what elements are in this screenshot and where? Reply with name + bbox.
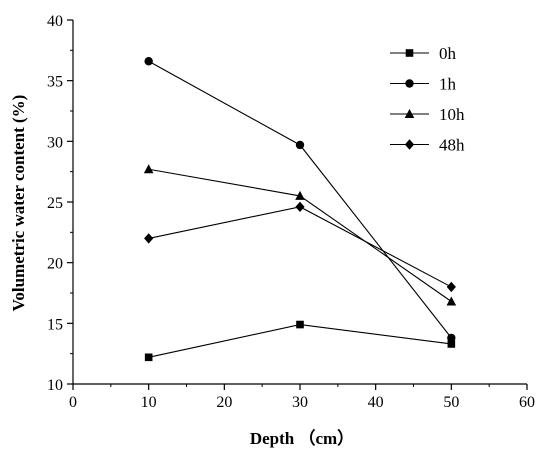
legend-marker bbox=[404, 139, 415, 150]
legend-marker bbox=[404, 109, 415, 118]
series-line bbox=[148, 323, 452, 358]
data-point bbox=[295, 140, 305, 150]
series-48h bbox=[144, 201, 456, 293]
x-tick-label: 0 bbox=[69, 394, 77, 411]
x-tick-label: 30 bbox=[292, 394, 308, 411]
axes: 0 10 20 30 40 50 60 10 15 20 25 30 35 40 bbox=[47, 13, 535, 411]
data-point bbox=[446, 281, 456, 293]
series-1h bbox=[144, 57, 456, 343]
y-tick-label: 10 bbox=[47, 377, 63, 394]
data-point bbox=[143, 164, 154, 174]
y-tick-label: 35 bbox=[47, 74, 63, 91]
data-point bbox=[446, 296, 457, 306]
y-tick-label: 15 bbox=[47, 316, 63, 333]
x-tick-label: 50 bbox=[443, 394, 459, 411]
y-axis-title: Volumetric water content (%) bbox=[9, 95, 28, 312]
legend-item: 0h bbox=[390, 44, 457, 63]
legend-item: 48h bbox=[390, 136, 465, 155]
data-point bbox=[144, 353, 153, 362]
y-tick-label: 20 bbox=[47, 256, 63, 273]
x-tick-label: 60 bbox=[519, 394, 535, 411]
legend-label: 10h bbox=[439, 105, 465, 124]
y-tick-label: 25 bbox=[47, 195, 63, 212]
data-point bbox=[447, 340, 456, 348]
data-point bbox=[296, 320, 304, 329]
legend: 0h 1h 10h 48h bbox=[390, 44, 465, 155]
legend-item: 1h bbox=[390, 75, 457, 94]
legend-label: 0h bbox=[439, 44, 457, 63]
legend-item: 10h bbox=[390, 105, 465, 124]
series-0h bbox=[144, 320, 456, 362]
data-point bbox=[447, 333, 456, 343]
y-tick-label: 30 bbox=[47, 134, 63, 151]
series-line bbox=[148, 168, 452, 302]
legend-marker bbox=[405, 49, 414, 57]
data-point bbox=[295, 201, 305, 213]
x-tick-label: 20 bbox=[216, 394, 232, 411]
series-line bbox=[148, 206, 452, 288]
x-axis-title: Depth （cm） bbox=[250, 428, 354, 448]
legend-label: 48h bbox=[439, 136, 465, 155]
legend-marker bbox=[405, 79, 414, 88]
series-group bbox=[143, 57, 457, 362]
x-tick-label: 40 bbox=[368, 394, 384, 411]
data-point bbox=[144, 57, 153, 66]
data-point bbox=[295, 190, 305, 200]
y-tick-label: 40 bbox=[47, 13, 63, 30]
x-tick-label: 10 bbox=[141, 394, 157, 411]
series-10h bbox=[143, 164, 457, 306]
legend-label: 1h bbox=[439, 75, 457, 94]
data-point bbox=[144, 233, 154, 244]
